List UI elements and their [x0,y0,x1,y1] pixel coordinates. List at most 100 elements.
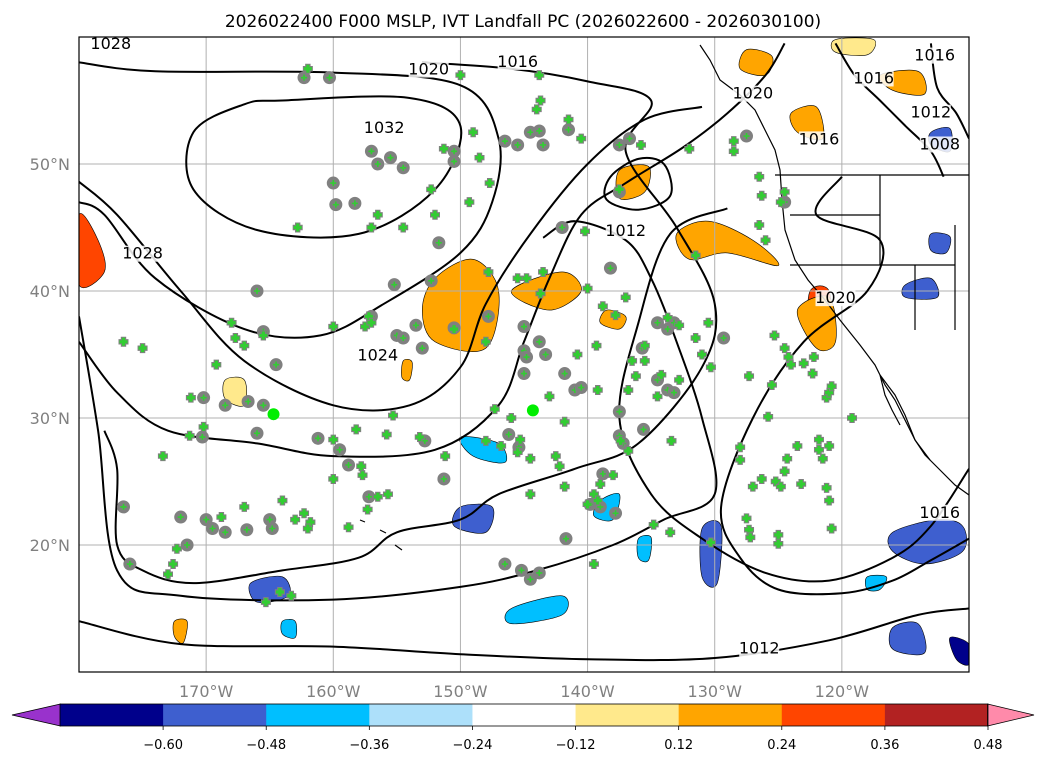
station-cross-marker [589,560,598,569]
station-cross-marker [490,405,499,414]
station-cross-marker [158,452,167,461]
isobar-label-bg [408,61,449,78]
station-cross-marker [532,105,541,114]
station-cross-marker [771,477,780,486]
station-circle-center [421,437,428,444]
lon-tick-label: 130°W [688,682,743,701]
lon-tick-label: 150°W [433,682,488,701]
colorbar-bin [163,704,267,726]
station-cross-marker [361,322,370,331]
station-circle-center [120,503,127,510]
colorbar-tick-label: −0.36 [349,738,389,753]
colorbar-tick-label: −0.48 [246,738,286,753]
station-cross-marker [848,414,857,422]
station-cross-marker [698,350,706,359]
station-circle-center [326,74,333,81]
station-circle-center [527,576,534,583]
station-cross-marker [481,337,490,346]
station-circle-center [521,370,527,377]
station-cross-marker [799,359,808,368]
station-cross-marker [329,474,338,483]
station-circle-center [720,334,727,341]
isobar-label: 1008 [919,134,960,153]
station-cross-marker [169,560,178,569]
station-circle-center [501,138,508,145]
station-cross-marker [240,341,249,350]
isobar-label: 1020 [815,288,856,307]
station-circle-center [518,567,525,574]
station-cross-marker [358,471,367,480]
station-cross-marker [827,382,836,391]
station-cross-marker [757,474,766,483]
station-circle-center [671,389,678,396]
station-cross-marker [352,425,361,434]
station-circle-center [260,402,267,409]
station-cross-marker [383,490,392,499]
ivt-negative-area [949,636,969,666]
hawaii-islands [359,519,403,551]
station-circle-center [626,135,633,142]
ivt-positive-area [675,220,780,267]
station-cross-marker [770,331,779,340]
station-cross-marker [564,115,573,124]
station-cross-marker [787,360,795,369]
station-cross-marker [615,185,624,194]
station-circle-center [222,402,229,409]
station-cross-marker [172,544,181,553]
station-circle-center [521,323,527,330]
station-circle-center [345,461,352,468]
coastlines-and-borders [359,44,969,551]
lat-tick-label: 40°N [30,282,70,301]
ivt-negative-anomaly-layer [248,127,969,666]
isobar-label-bg [605,222,646,239]
station-circle-center [578,384,585,391]
station-highlight-marker [526,404,539,417]
colorbar-bin [266,704,370,726]
station-circle-center [536,338,543,345]
lon-tick-label: 160°W [306,682,361,701]
station-cross-marker [497,441,506,450]
isobar-label-bg [122,245,163,262]
station-cross-marker [367,223,376,232]
station-cross-marker [797,480,806,489]
isobar-label-bg [798,131,839,148]
station-cross-marker [814,435,823,444]
station-cross-marker [329,322,338,331]
station-cross-marker [653,392,662,401]
isobar-label: 1020 [732,84,773,103]
station-circle-center [391,281,398,288]
station-cross-marker [450,325,459,334]
ivt-negative-area [504,595,569,625]
station-circle-center [607,265,614,272]
map-plot-area: 1028 1020 1016 1032 1028 1024 1012 1020 1016 1012… [79,37,969,672]
colorbar-tick-label: −0.12 [556,738,596,753]
lon-tick-label: 140°W [560,682,615,701]
station-cross-marker [399,223,408,232]
isobar-label: 1016 [497,52,538,71]
station-circle-center [273,361,280,368]
isobar-label-bg [357,347,398,364]
station-cross-marker [649,520,658,529]
station-circle-center [599,470,606,477]
station-circle-center [200,394,207,401]
station-cross-marker [291,515,300,524]
station-cross-marker [261,598,270,607]
station-cross-marker [185,431,194,440]
station-circle-center [301,74,308,81]
station-circle-center [435,239,442,246]
station-cross-marker [809,353,818,362]
station-cross-marker [227,318,236,327]
colorbar-tick-label: 0.48 [974,738,1003,753]
isobar-1016 [719,176,969,596]
station-cross-marker [691,333,700,342]
station-circle-center [654,376,661,383]
station-cross-marker [344,523,353,532]
isobar-1012 [603,156,673,211]
lat-tick-label: 30°N [30,409,70,428]
station-circle-center [412,322,419,329]
station-circle-center [743,133,750,140]
isobar-label-bg [919,504,960,521]
station-cross-marker [736,443,745,452]
isobar-label: 1016 [799,129,840,148]
